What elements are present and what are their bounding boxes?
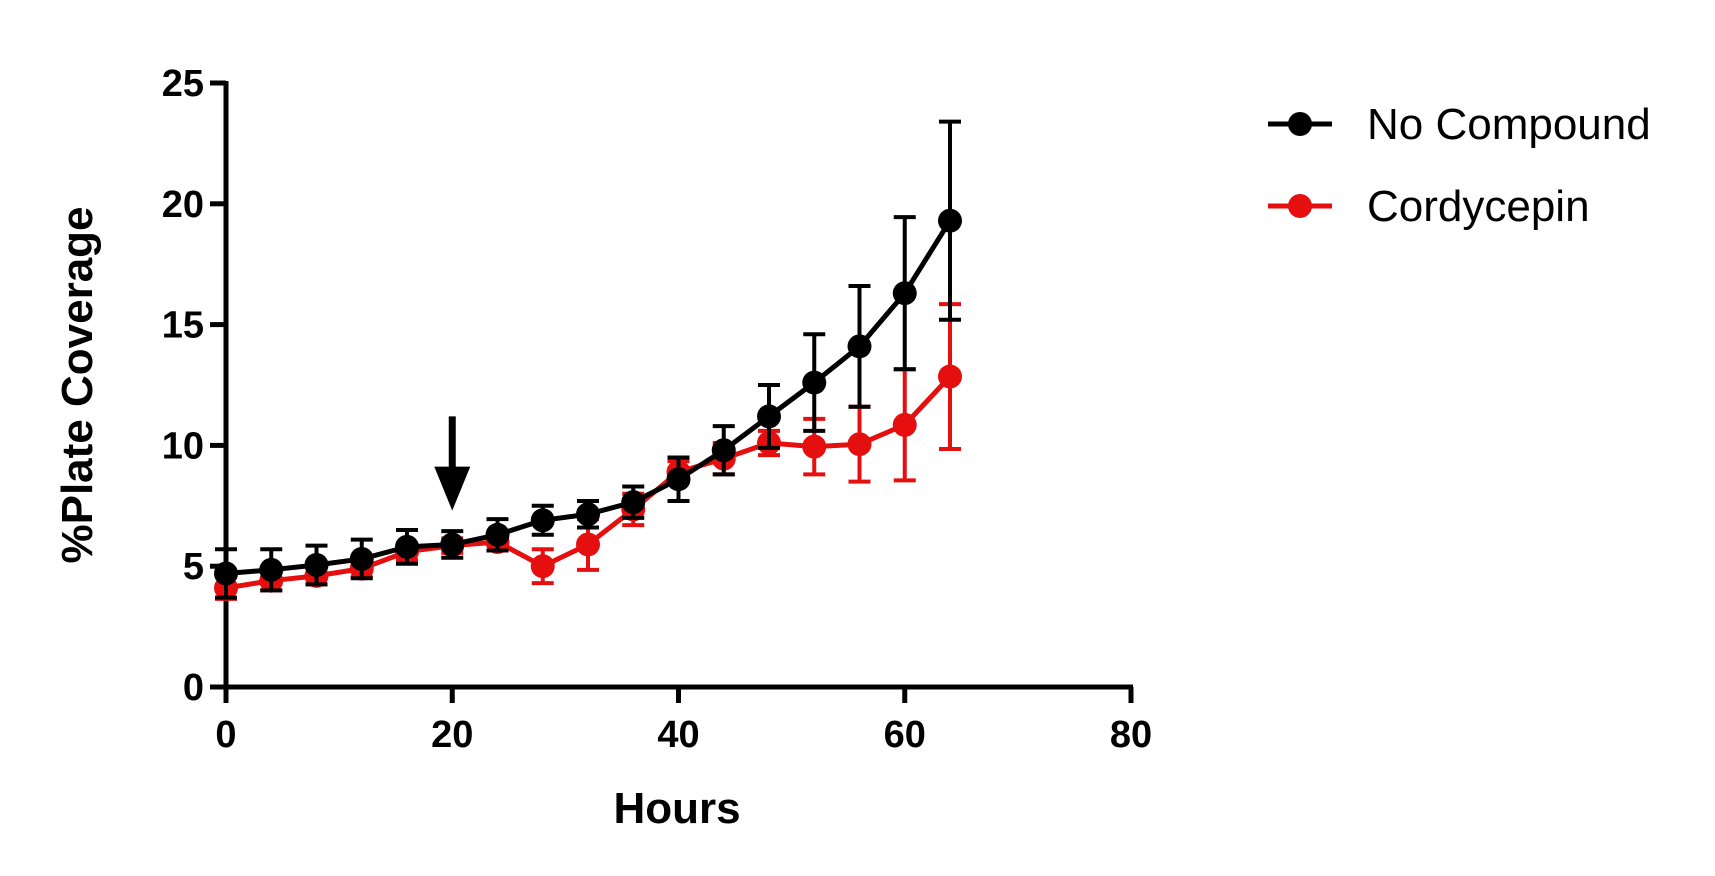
x-tick-label: 20	[431, 714, 473, 756]
y-tick-label: 5	[183, 546, 204, 588]
data-point	[711, 438, 736, 463]
legend-label: Cordycepin	[1367, 182, 1590, 231]
axes: 0 5 10 15 20 25 0 20 40 60 80	[162, 63, 1152, 756]
data-point	[530, 508, 555, 533]
data-point	[576, 502, 600, 527]
legend-marker	[1288, 112, 1312, 136]
data-point	[576, 532, 600, 557]
data-point	[349, 546, 374, 571]
x-tick-label: 80	[1110, 714, 1152, 756]
data-point	[847, 432, 872, 457]
data-point	[802, 370, 827, 395]
data-point	[440, 532, 465, 557]
legend-label: No Compound	[1367, 100, 1651, 149]
legend: No Compound Cordycepin	[1268, 100, 1651, 231]
data-point	[304, 552, 329, 577]
data-point	[214, 561, 238, 586]
legend-item-cordycepin: Cordycepin	[1268, 182, 1590, 231]
data-point	[485, 522, 510, 547]
data-point	[259, 557, 284, 582]
data-point	[757, 404, 781, 429]
y-tick-label: 15	[162, 305, 204, 347]
y-tick-label: 20	[162, 184, 204, 226]
data-point	[530, 554, 555, 579]
data-point	[892, 412, 917, 437]
x-axis-title: Hours	[613, 784, 740, 833]
x-tick-label: 0	[215, 714, 236, 756]
y-tick-label: 25	[162, 63, 204, 105]
plot-area	[214, 119, 962, 601]
x-tick-label: 40	[657, 714, 699, 756]
data-point	[938, 364, 962, 389]
legend-item-no-compound: No Compound	[1268, 100, 1651, 149]
data-point	[621, 490, 646, 515]
y-tick-label: 10	[162, 425, 204, 467]
data-point	[892, 281, 917, 306]
annotation-arrow	[434, 416, 471, 511]
series-no-compound	[214, 119, 962, 600]
legend-marker	[1288, 194, 1312, 218]
y-tick-label: 0	[183, 667, 204, 709]
y-axis-title: %Plate Coverage	[53, 206, 102, 563]
data-point	[395, 534, 419, 559]
data-point	[847, 334, 872, 359]
data-point	[802, 434, 827, 459]
data-point	[938, 208, 962, 233]
data-point	[666, 467, 691, 492]
x-tick-label: 60	[884, 714, 926, 756]
arrow-head	[434, 466, 471, 511]
